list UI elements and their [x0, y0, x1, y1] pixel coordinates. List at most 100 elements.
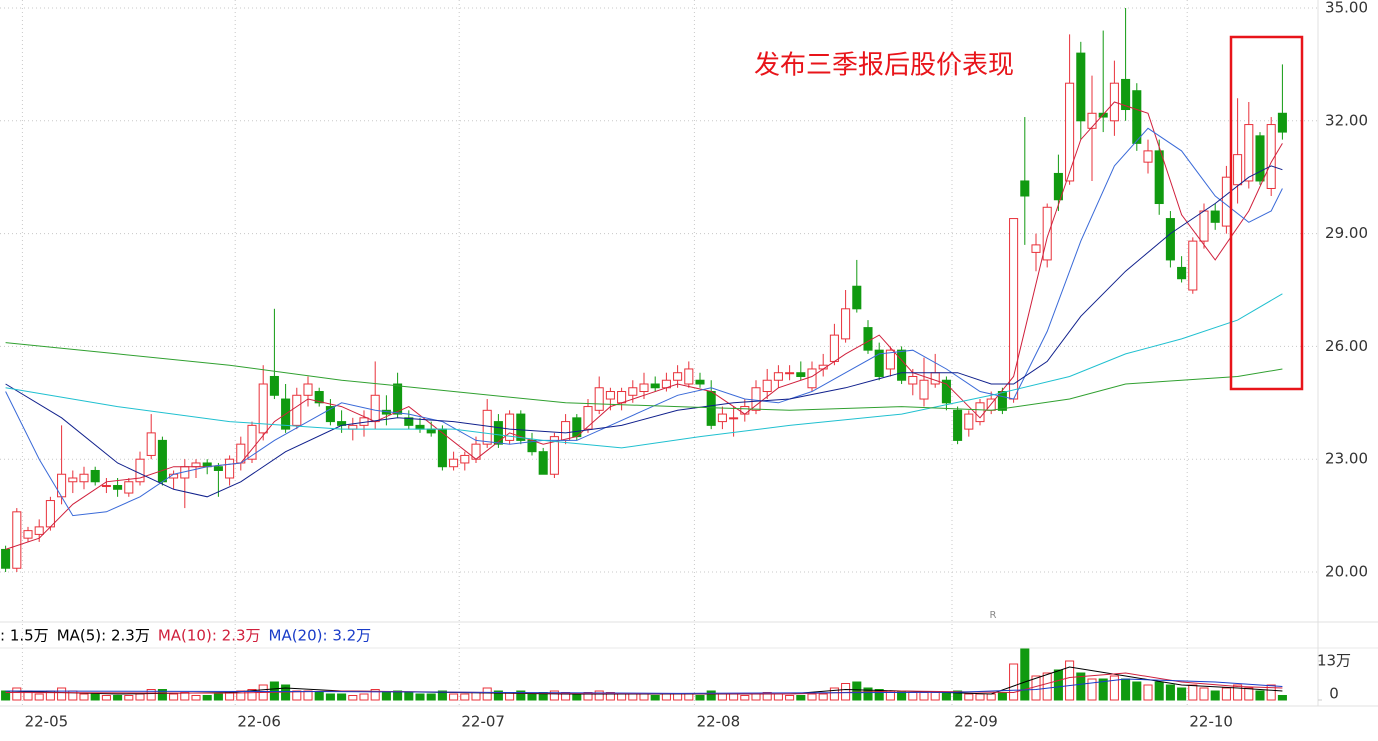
- candle-body: [258, 383, 268, 434]
- candle-body: [706, 391, 716, 426]
- candle-body: [1177, 266, 1187, 280]
- candle-body: [34, 526, 44, 535]
- volume-bar: [1210, 690, 1220, 701]
- candle-body: [325, 406, 335, 423]
- volume-bar: [751, 693, 761, 701]
- volume-bar: [1233, 684, 1243, 701]
- candle-body: [975, 402, 985, 423]
- volume-bar: [841, 683, 851, 701]
- candle-body: [269, 375, 279, 396]
- legend-entry: MA(20): 3.2万: [269, 627, 372, 645]
- volume-bar: [964, 693, 974, 701]
- volume-bar: [661, 693, 671, 701]
- marks-layer: [1, 8, 1287, 701]
- volume-bar: [471, 692, 481, 701]
- candle-body: [1053, 172, 1063, 201]
- highlight-box: [1229, 35, 1304, 391]
- candle-body: [68, 477, 78, 483]
- candle-body: [135, 458, 145, 483]
- y-tick-label: 0: [1329, 685, 1339, 703]
- candle-body: [1165, 218, 1175, 261]
- candle-body: [1143, 150, 1153, 163]
- candle-body: [1020, 180, 1030, 197]
- ma-line: [5, 293, 1283, 449]
- x-tick-label: 22-09: [954, 713, 998, 731]
- candle-body: [841, 308, 851, 340]
- volume-bar: [852, 681, 862, 701]
- candle-body: [1233, 154, 1243, 186]
- candle-body: [908, 375, 918, 385]
- candle-body: [729, 417, 739, 420]
- volume-bar: [359, 693, 369, 701]
- candle-body: [796, 372, 806, 377]
- candle-body: [773, 372, 783, 381]
- candle-body: [628, 387, 638, 396]
- volume-bar: [124, 695, 134, 701]
- candle-body: [561, 421, 571, 441]
- candle-body: [1031, 244, 1041, 253]
- volume-bar: [393, 690, 403, 701]
- candle-body: [930, 372, 940, 385]
- volume-bar: [381, 692, 391, 701]
- volume-bar: [695, 695, 705, 701]
- volume-bar: [303, 690, 313, 701]
- candle-body: [314, 391, 324, 404]
- volume-bar: [1277, 695, 1287, 701]
- ma-line: [5, 127, 1283, 517]
- volume-bar: [1143, 684, 1153, 701]
- candle-body: [516, 413, 526, 441]
- candle-body: [964, 413, 974, 430]
- y-tick-label: 26.00: [1325, 337, 1368, 355]
- candle-body: [549, 436, 559, 475]
- candle-body: [247, 424, 257, 460]
- candle-body: [348, 424, 358, 430]
- candle-body: [157, 439, 167, 483]
- volume-bar: [79, 693, 89, 701]
- y-tick-label: 29.00: [1325, 224, 1368, 242]
- volume-bar: [157, 689, 167, 701]
- candle-body: [146, 432, 156, 456]
- x-tick-label: 22-08: [697, 713, 741, 731]
- candle-body: [90, 469, 100, 483]
- volume-bar: [785, 695, 795, 701]
- volume-bar: [1154, 681, 1164, 701]
- volume-bar: [202, 695, 212, 701]
- volume-bar: [1109, 675, 1119, 701]
- candle-body: [415, 424, 425, 430]
- volume-bar: [213, 693, 223, 701]
- volume-bar: [1255, 690, 1265, 701]
- candle-body: [124, 481, 134, 494]
- candle-body: [863, 327, 873, 351]
- candle-body: [897, 349, 907, 381]
- candle-body: [1087, 112, 1097, 129]
- candle-body: [225, 458, 235, 479]
- candle-body: [605, 391, 615, 400]
- volume-bar: [404, 692, 414, 701]
- volume-bar: [1165, 684, 1175, 701]
- volume-bar: [941, 692, 951, 701]
- candle-body: [1042, 206, 1052, 261]
- volume-bar: [191, 695, 201, 701]
- candle-body: [829, 334, 839, 362]
- volume-bar: [818, 693, 828, 701]
- candle-body: [852, 285, 862, 310]
- candle-body: [953, 409, 963, 441]
- volume-bar: [101, 695, 111, 701]
- volume-bar: [762, 692, 772, 701]
- volume-bar: [874, 689, 884, 701]
- annotation: R: [990, 610, 997, 621]
- x-tick-label: 22-10: [1189, 713, 1233, 731]
- candle-body: [1009, 218, 1019, 400]
- candle-body: [79, 473, 89, 483]
- volume-bar: [146, 689, 156, 701]
- volume-bar: [807, 693, 817, 701]
- y-tick-label: 23.00: [1325, 450, 1368, 468]
- candle-body: [594, 387, 604, 411]
- volume-bar: [225, 692, 235, 701]
- volume-bar: [34, 693, 44, 701]
- candle-body: [583, 406, 593, 430]
- candle-body: [460, 454, 470, 464]
- candle-body: [762, 379, 772, 393]
- volume-bar: [1087, 678, 1097, 701]
